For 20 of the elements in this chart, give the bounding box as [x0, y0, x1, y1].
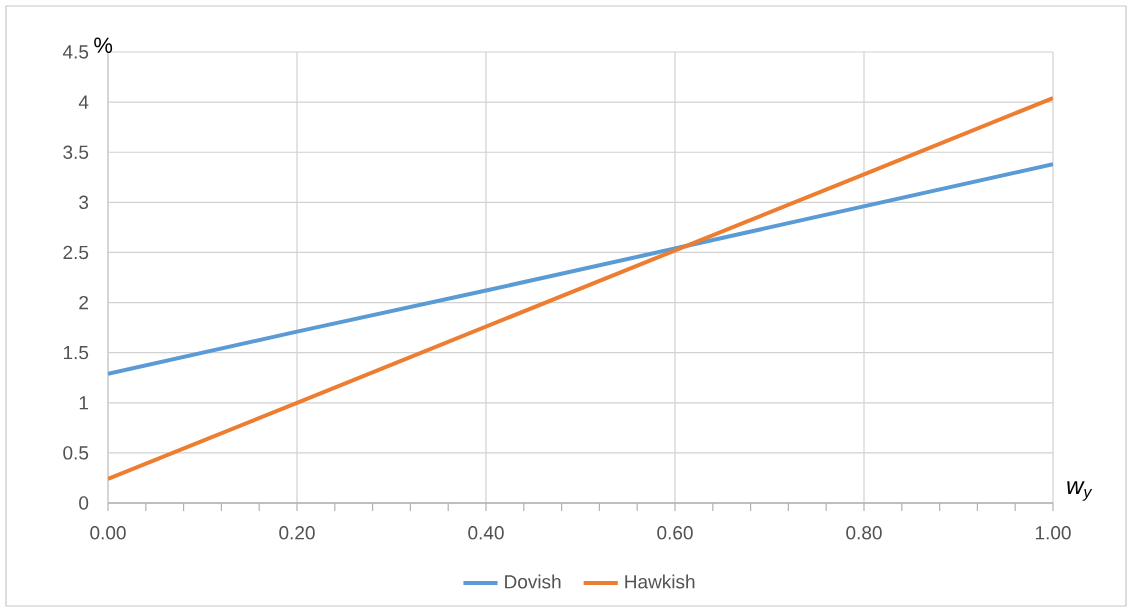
y-tick-label: 3: [79, 195, 89, 210]
x-axis-title: w$_{y}$: [1067, 481, 1093, 501]
y-tick-label: 1.5: [63, 346, 89, 360]
x-tick-label: 0.60: [657, 526, 693, 540]
y-tick-label: 4: [78, 95, 89, 109]
x-tick-label: 0.80: [846, 526, 882, 540]
y-tick-label: 2.5: [63, 245, 89, 260]
legend-label: Dovish: [505, 574, 561, 589]
y-tick-label: 1: [79, 396, 88, 410]
x-tick-label: 0.00: [90, 526, 126, 540]
y-tick-label: 3.5: [63, 145, 89, 159]
y-tick-label: 0.5: [63, 446, 89, 460]
y-axis-title: %: [94, 37, 113, 53]
y-tick-label: 4.5: [62, 45, 89, 59]
y-tick-label: 2: [79, 295, 88, 310]
x-tick-label: 0.40: [468, 526, 504, 540]
legend-label: Hawkish: [625, 574, 695, 589]
x-tick-label: 1.00: [1035, 526, 1071, 540]
y-tick-label: 0: [79, 496, 89, 510]
x-tick-label: 0.20: [279, 526, 315, 540]
